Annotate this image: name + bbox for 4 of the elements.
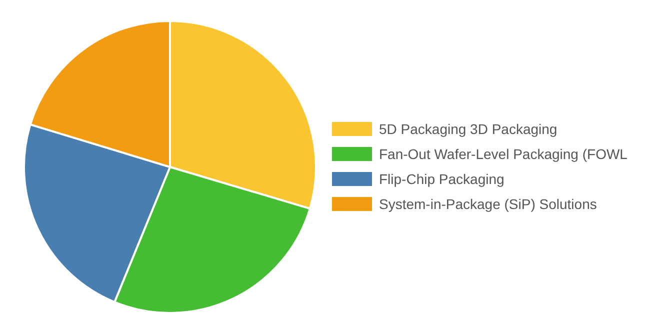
legend-label: Fan-Out Wafer-Level Packaging (FOWL <box>379 146 628 162</box>
legend-label: 5D Packaging 3D Packaging <box>379 121 558 137</box>
legend-label: Flip-Chip Packaging <box>379 171 504 187</box>
legend-label: System-in-Package (SiP) Solutions <box>379 196 597 212</box>
